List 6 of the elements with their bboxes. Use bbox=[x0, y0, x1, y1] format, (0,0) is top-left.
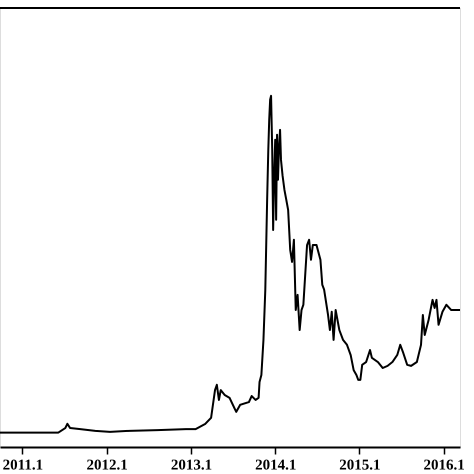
x-tick-label: 2016.1 bbox=[423, 458, 465, 474]
x-tick-label: 2011.1 bbox=[2, 458, 44, 474]
x-tick-label: 2015.1 bbox=[339, 458, 381, 474]
x-tick-label: 2012.1 bbox=[86, 458, 128, 474]
x-tick-label: 2013.1 bbox=[170, 458, 212, 474]
x-tick-label: 2014.1 bbox=[255, 458, 296, 474]
